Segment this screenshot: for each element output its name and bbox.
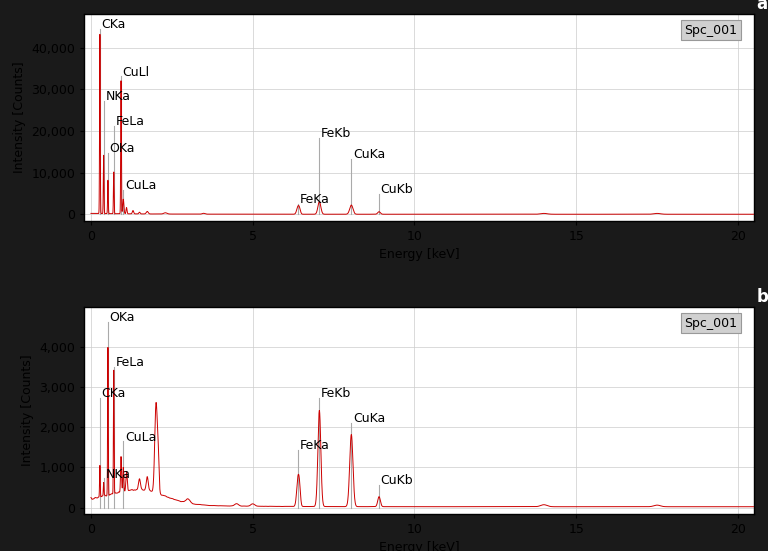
Text: CuLa: CuLa — [125, 179, 157, 192]
Text: CuKb: CuKb — [381, 474, 413, 487]
Text: FeKb: FeKb — [321, 387, 351, 401]
Text: Spc_001: Spc_001 — [684, 24, 737, 36]
Text: FeLa: FeLa — [115, 356, 144, 369]
X-axis label: Energy [keV]: Energy [keV] — [379, 248, 459, 261]
Text: CKa: CKa — [101, 387, 126, 401]
Text: FeLa: FeLa — [115, 115, 144, 128]
Text: b: b — [756, 288, 768, 306]
Text: OKa: OKa — [110, 142, 135, 155]
Text: a: a — [756, 0, 767, 13]
Text: NKa: NKa — [105, 468, 131, 481]
Text: CuKb: CuKb — [381, 183, 413, 196]
Text: FeKa: FeKa — [300, 439, 329, 452]
Text: NKa: NKa — [105, 90, 131, 104]
Y-axis label: Intensity [Counts]: Intensity [Counts] — [13, 62, 26, 173]
Y-axis label: Intensity [Counts]: Intensity [Counts] — [21, 355, 34, 466]
Text: CKa: CKa — [101, 18, 126, 31]
X-axis label: Energy [keV]: Energy [keV] — [379, 541, 459, 551]
Text: CuKa: CuKa — [353, 148, 386, 161]
Text: CuLl: CuLl — [123, 66, 150, 79]
Text: CuLa: CuLa — [125, 431, 157, 444]
Text: FeKb: FeKb — [321, 127, 351, 141]
Text: FeKa: FeKa — [300, 193, 329, 207]
Text: CuKa: CuKa — [353, 412, 386, 425]
Text: OKa: OKa — [110, 311, 135, 324]
Text: Spc_001: Spc_001 — [684, 316, 737, 329]
